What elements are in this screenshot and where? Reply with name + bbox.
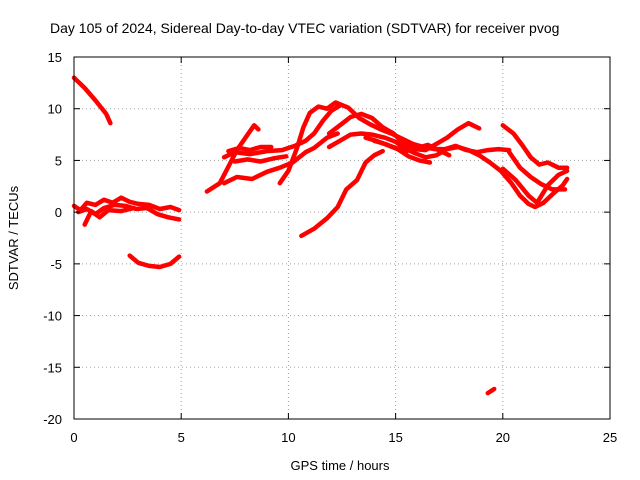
x-tick-label: 10 [281, 430, 295, 445]
y-axis-label: SDTVAR / TECUs [6, 185, 21, 290]
series-arc-14 [326, 131, 570, 210]
y-tick-label: -20 [43, 412, 62, 427]
plot-frame [73, 56, 611, 420]
series-arc-2 [71, 195, 182, 213]
series-arc-19 [500, 166, 570, 206]
series-arc-17 [500, 123, 570, 170]
series-arc-13 [326, 111, 482, 153]
chart-title: Day 105 of 2024, Sidereal Day-to-day VTE… [50, 20, 559, 36]
series-arc-12 [299, 148, 385, 239]
y-tick-label: -15 [43, 360, 62, 375]
grid [74, 57, 610, 419]
tick-labels: 0 5 10 15 20 25 15 10 5 0 -5 -10 -15 -20 [43, 50, 617, 445]
y-tick-label: -10 [43, 309, 62, 324]
x-tick-label: 20 [496, 430, 510, 445]
series-arc-7 [221, 103, 343, 160]
series-layer [71, 75, 570, 396]
y-tick-label: 5 [55, 153, 62, 168]
y-tick-label: 0 [55, 205, 62, 220]
series-arc-4 [82, 205, 137, 227]
x-tick-label: 0 [70, 430, 77, 445]
x-tick-label: 15 [388, 430, 402, 445]
ticks [73, 56, 611, 420]
y-tick-label: -5 [50, 257, 62, 272]
x-tick-label: 25 [603, 430, 617, 445]
series-arc-9 [226, 144, 274, 154]
series-arc-10 [232, 154, 289, 164]
x-axis-label: GPS time / hours [291, 458, 390, 473]
y-tick-label: 15 [48, 50, 62, 65]
series-arc-1 [71, 75, 113, 126]
y-tick-label: 10 [48, 102, 62, 117]
series-arc-5 [127, 253, 182, 270]
x-tick-label: 5 [178, 430, 185, 445]
series-arc-16 [371, 138, 452, 158]
series-arc-18 [506, 149, 568, 192]
series-arc-20 [485, 386, 497, 396]
series-arc-8 [221, 131, 340, 186]
